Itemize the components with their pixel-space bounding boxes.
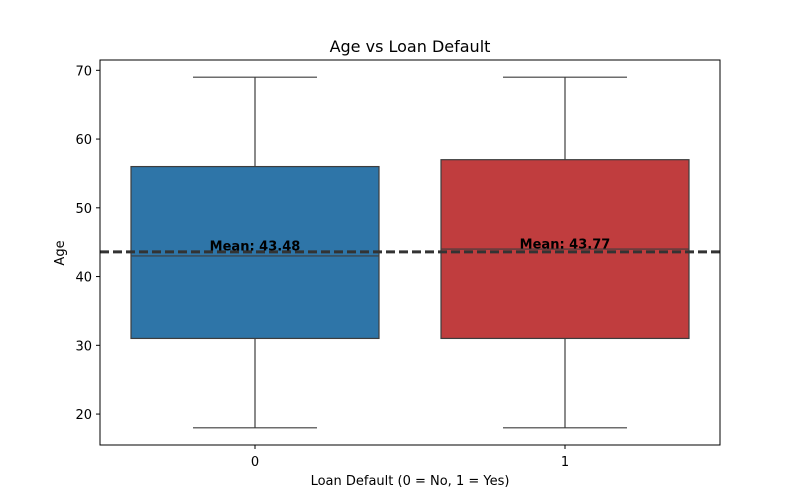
y-tick-label: 30 bbox=[75, 339, 92, 354]
mean-label: Mean: 43.48 bbox=[210, 240, 301, 255]
y-tick-label: 50 bbox=[75, 202, 92, 217]
x-axis-label: Loan Default (0 = No, 1 = Yes) bbox=[311, 474, 510, 489]
y-tick-label: 70 bbox=[75, 64, 92, 79]
plot-frame bbox=[99, 59, 721, 446]
mean-label: Mean: 43.77 bbox=[520, 238, 611, 253]
y-axis-label: Age bbox=[53, 240, 68, 265]
y-tick-label: 60 bbox=[75, 133, 92, 148]
chart-title: Age vs Loan Default bbox=[330, 37, 491, 56]
x-tick-label: 1 bbox=[561, 455, 569, 470]
y-tick-label: 20 bbox=[75, 408, 92, 423]
plot-area: 20 30 40 50 60 70 0 1 Mean: 43.48 Mean: 43.77 bbox=[75, 64, 720, 470]
x-tick-label: 0 bbox=[251, 455, 259, 470]
y-tick-label: 40 bbox=[75, 271, 92, 286]
